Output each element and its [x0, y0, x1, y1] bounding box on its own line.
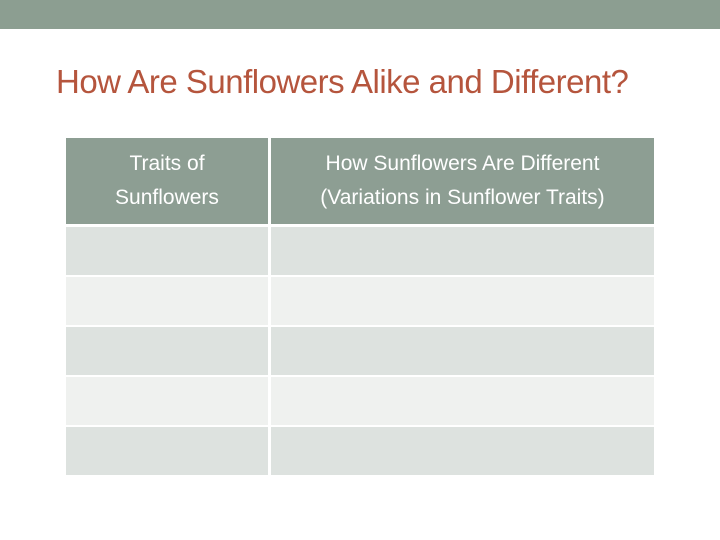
table-row — [66, 224, 654, 276]
traits-table-container: Traits of Sunflowers How Sunflowers Are … — [66, 138, 654, 480]
table-cell-trait[interactable] — [66, 275, 270, 326]
table-cell-variation[interactable] — [268, 425, 654, 475]
table-cell-trait[interactable] — [66, 325, 270, 376]
table-cell-trait[interactable] — [66, 375, 270, 426]
table-cell-trait[interactable] — [66, 425, 270, 475]
table-cell-variation[interactable] — [268, 325, 654, 376]
table-row — [66, 375, 654, 426]
top-accent-band — [0, 0, 720, 29]
header-traits-line2: Sunflowers — [115, 186, 219, 209]
header-differences-line2: (Variations in Sunflower Traits) — [320, 186, 605, 209]
table-cell-trait[interactable] — [66, 224, 270, 276]
header-differences-line1: How Sunflowers Are Different — [325, 152, 600, 175]
slide-title: How Are Sunflowers Alike and Different? — [56, 63, 629, 100]
table-row — [66, 325, 654, 376]
header-traits: Traits of Sunflowers — [66, 138, 270, 227]
header-differences: How Sunflowers Are Different (Variations… — [268, 138, 654, 227]
table-row — [66, 275, 654, 326]
table-cell-variation[interactable] — [268, 224, 654, 276]
table-header-row: Traits of Sunflowers How Sunflowers Are … — [66, 138, 654, 227]
traits-table: Traits of Sunflowers How Sunflowers Are … — [66, 138, 654, 475]
table-cell-variation[interactable] — [268, 375, 654, 426]
table-cell-variation[interactable] — [268, 275, 654, 326]
table-row — [66, 425, 654, 475]
header-traits-line1: Traits of — [129, 152, 205, 175]
